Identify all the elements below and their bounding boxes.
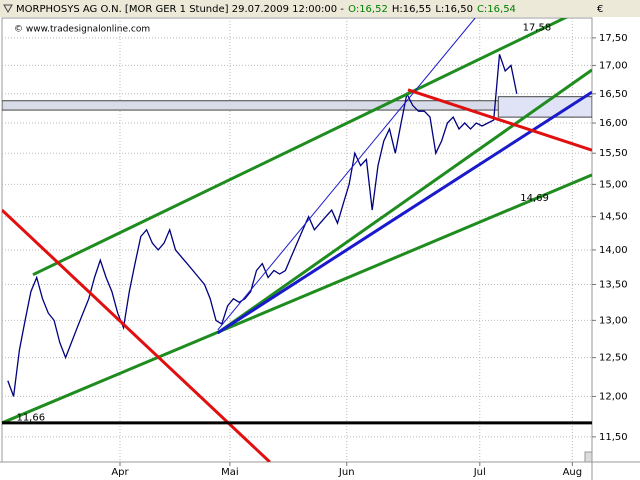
- header-bar: [0, 0, 640, 17]
- y-tick-label: 16,00: [599, 118, 628, 129]
- y-tick-label: 15,00: [599, 179, 628, 190]
- x-tick-label: Jun: [338, 467, 355, 478]
- quote-part: O:16,52: [348, 4, 388, 15]
- y-tick-label: 17,50: [599, 33, 628, 44]
- y-tick-label: 12,50: [599, 353, 628, 364]
- annotation: 17,58: [523, 23, 552, 34]
- y-tick-label: 14,00: [599, 245, 628, 256]
- plot-area: [1, 17, 593, 463]
- quote-part: L:16,50: [435, 4, 473, 15]
- trendline: [2, 208, 271, 462]
- y-tick-label: 12,00: [599, 391, 628, 402]
- trendline: [216, 68, 592, 335]
- zone: [2, 100, 592, 111]
- annotation: 14,69: [520, 193, 549, 204]
- quote-part: C:16,54: [477, 4, 516, 15]
- watermark: © www.tradesignalonline.com: [14, 25, 150, 35]
- quote-part: H:16,55: [392, 4, 432, 15]
- price-line: [7, 54, 518, 397]
- y-tick-label: 14,50: [599, 212, 628, 223]
- trendline: [407, 88, 592, 152]
- trendline: [32, 18, 569, 277]
- x-tick-label: Jul: [473, 467, 486, 478]
- header-text: MORPHOSYS AG O.N. [MOR GER 1 Stunde] 29.…: [16, 4, 516, 15]
- annotation: 11,66: [16, 413, 45, 424]
- y-tick-label: 11,50: [599, 432, 628, 443]
- y-tick-label: 13,00: [599, 315, 628, 326]
- y-tick-label: 13,50: [599, 280, 628, 291]
- title: MORPHOSYS AG O.N. [MOR GER 1 Stunde] 29.…: [16, 4, 344, 15]
- y-tick-label: 15,50: [599, 148, 628, 159]
- zone: [497, 96, 592, 118]
- plot-layer: [2, 18, 592, 462]
- trendline: [217, 18, 476, 331]
- trendline: [2, 173, 592, 425]
- y-unit: €: [597, 4, 603, 15]
- y-tick-label: 17,00: [599, 60, 628, 71]
- corner: [584, 451, 593, 463]
- trendline: [216, 90, 592, 335]
- y-tick-label: 16,50: [599, 89, 628, 100]
- x-tick-label: Mai: [221, 467, 239, 478]
- x-tick-label: Apr: [111, 467, 129, 478]
- x-tick-label: Aug: [563, 467, 583, 478]
- header-icon: [3, 4, 13, 14]
